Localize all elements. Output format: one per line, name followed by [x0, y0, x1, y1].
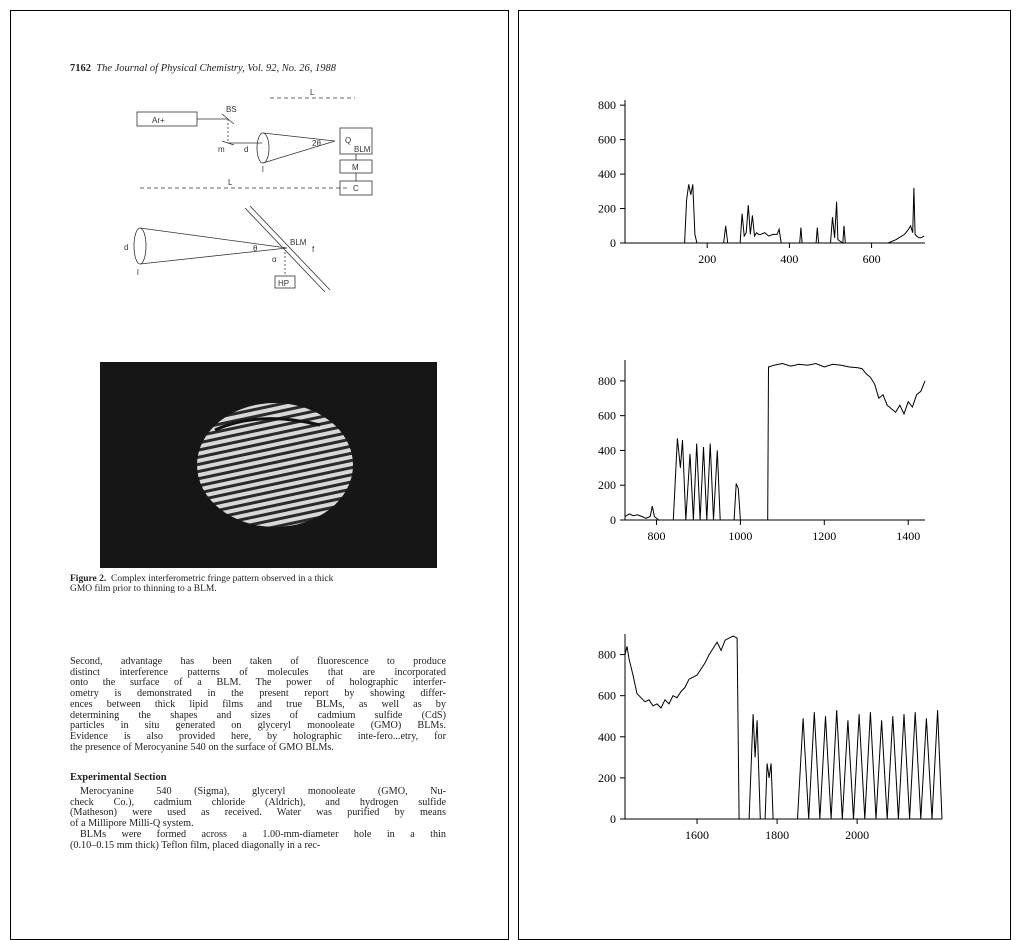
text-line: ences between thick lipid films and true… — [70, 698, 446, 710]
fringe-pattern — [197, 403, 353, 527]
data-line — [625, 184, 925, 244]
text-line: of a Millipore Milli-Q system. — [70, 818, 194, 830]
y-tick-label: 0 — [610, 513, 616, 527]
x-tick-label: 1200 — [812, 529, 836, 543]
lens-bottom-label: l — [137, 268, 139, 277]
text-line: ometry is demonstrated in the present re… — [70, 688, 446, 700]
monitor-label: M — [352, 163, 359, 172]
text-line: (Matheson) were used as received. Water … — [70, 807, 446, 819]
y-tick-label: 800 — [598, 374, 616, 388]
caption-line: GMO film prior to thinning to a BLM. — [70, 584, 217, 594]
x-tick-label: 2000 — [845, 828, 869, 842]
y-tick-label: 200 — [598, 771, 616, 785]
x-tick-label: 600 — [863, 252, 881, 266]
x-tick-label: 1400 — [896, 529, 920, 543]
y-tick-label: 200 — [598, 478, 616, 492]
f-label: f — [312, 245, 315, 254]
d-bottom-label: d — [124, 243, 128, 252]
running-header: 7162 The Journal of Physical Chemistry, … — [70, 63, 336, 74]
x-tick-label: 400 — [780, 252, 798, 266]
text-line: particles in situ generated on glyceryl … — [70, 720, 446, 732]
q-label: Q — [345, 136, 351, 145]
page-number: 7162 — [70, 63, 91, 74]
y-tick-label: 0 — [610, 236, 616, 250]
text-line: BLMs were formed across a 1.00-mm-diamet… — [80, 829, 446, 840]
bs-label: BS — [226, 105, 237, 114]
text-line: Evidence is also provided here, by holog… — [70, 730, 446, 742]
x-tick-label: 200 — [698, 252, 716, 266]
x-tick-label: 1000 — [728, 529, 752, 543]
x-tick-label: 1600 — [685, 828, 709, 842]
text-line: onto the surface of a BLM. The power of … — [70, 677, 446, 689]
angle-bottom-label: θ — [253, 244, 258, 253]
figure-diagram: Ar+ BS L d 2θ Q BLM m l M C L d θ BLM f … — [100, 88, 437, 568]
d-top-label: d — [244, 145, 248, 154]
text-line: Merocyanine 540 (Sigma), glyceryl monool… — [80, 786, 446, 797]
section-heading: Experimental Section — [70, 772, 167, 783]
caption-line: Complex interferometric fringe pattern o… — [111, 574, 334, 584]
figure-caption: Figure 2. Complex interferometric fringe… — [70, 574, 333, 594]
x-tick-label: 800 — [647, 529, 665, 543]
caption-label: Figure 2. — [70, 574, 107, 584]
text-line: check Co.), cadmium chloride (Aldrich), … — [70, 796, 446, 808]
y-tick-label: 400 — [598, 443, 616, 457]
text-line: distinct interference patterns of molecu… — [70, 666, 446, 678]
y-tick-label: 800 — [598, 98, 616, 112]
y-tick-label: 600 — [598, 689, 616, 703]
camera-label: C — [353, 184, 359, 193]
data-line — [624, 635, 943, 820]
blm-bottom-label: BLM — [290, 238, 307, 247]
y-tick-label: 600 — [598, 133, 616, 147]
y-tick-label: 200 — [598, 202, 616, 216]
laser-label: Ar+ — [152, 116, 165, 125]
text-line: the presence of Merocyanine 540 on the s… — [70, 741, 334, 753]
journal-title: The Journal of Physical Chemistry, Vol. … — [96, 63, 336, 74]
y-tick-label: 800 — [598, 648, 616, 662]
y-tick-label: 600 — [598, 409, 616, 423]
text-line: (0.10–0.15 mm thick) Teflon film, placed… — [70, 839, 321, 851]
y-tick-label: 400 — [598, 730, 616, 744]
l-top-label: L — [310, 88, 315, 97]
lens-top-label: l — [262, 165, 264, 174]
alpha-label: α — [272, 255, 277, 264]
blm-top-label: BLM — [354, 145, 371, 154]
text-line: Second, advantage has been taken of fluo… — [70, 656, 446, 667]
m-label: m — [218, 145, 225, 154]
l-bottom-label: L — [228, 178, 233, 187]
y-tick-label: 0 — [610, 812, 616, 826]
angle-top-label: 2θ — [312, 139, 321, 148]
x-tick-label: 1800 — [765, 828, 789, 842]
text-line: determining the shapes and sizes of cadm… — [70, 709, 446, 721]
y-tick-label: 400 — [598, 167, 616, 181]
hp-label: HP — [278, 279, 289, 288]
data-line — [624, 362, 926, 521]
